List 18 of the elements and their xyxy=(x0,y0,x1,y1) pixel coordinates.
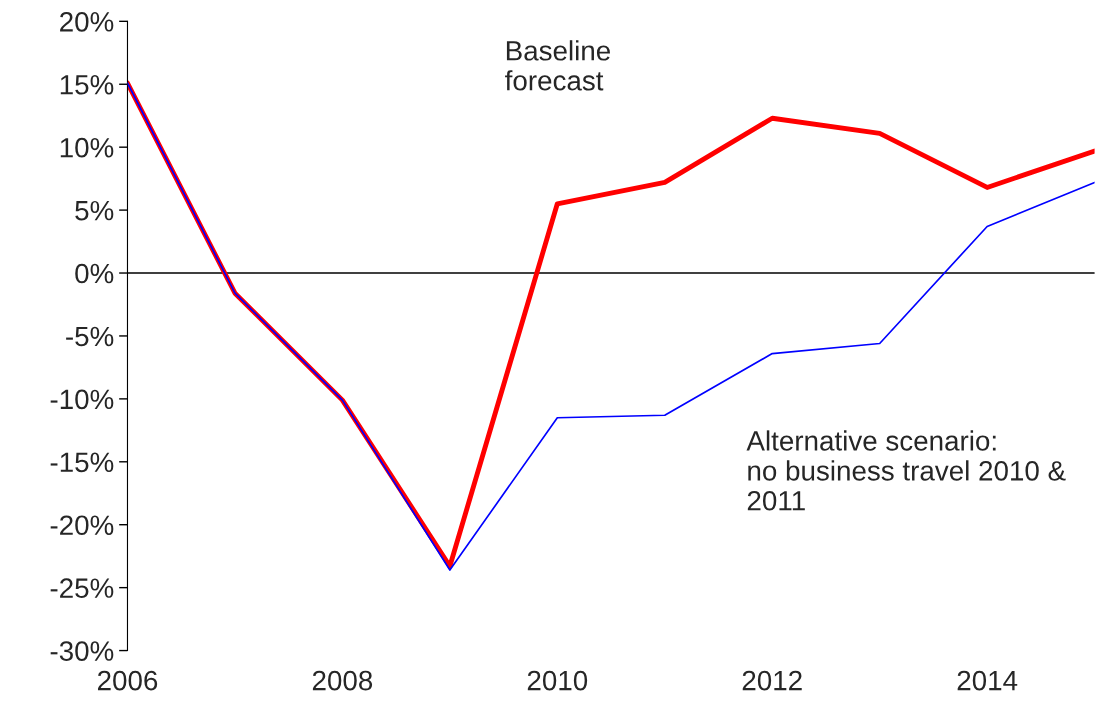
y-tick-label: 5% xyxy=(75,200,114,221)
x-tick-label: 2010 xyxy=(527,670,588,691)
x-tick-label: 2012 xyxy=(742,670,802,691)
x-tick-label: 2014 xyxy=(957,670,1018,691)
y-tick-label: 10% xyxy=(60,137,114,158)
y-tick-label: 0% xyxy=(75,263,114,284)
y-tick-label: 20% xyxy=(60,12,114,32)
y-tick-label: -15% xyxy=(50,452,114,473)
y-tick-label: -5% xyxy=(66,326,114,347)
y-tick-label: -20% xyxy=(50,515,114,536)
y-tick-label: 15% xyxy=(60,75,114,95)
x-tick-label: 2008 xyxy=(312,670,373,691)
y-tick-label: -30% xyxy=(50,641,114,661)
y-tick-label: -25% xyxy=(50,578,114,598)
y-tick-label: -10% xyxy=(50,389,114,410)
annotation: Baseline forecast xyxy=(505,40,610,91)
annotation: Alternative scenario: no business travel 2010 & 2011 xyxy=(746,430,1066,511)
x-tick-label: 2006 xyxy=(97,670,158,691)
